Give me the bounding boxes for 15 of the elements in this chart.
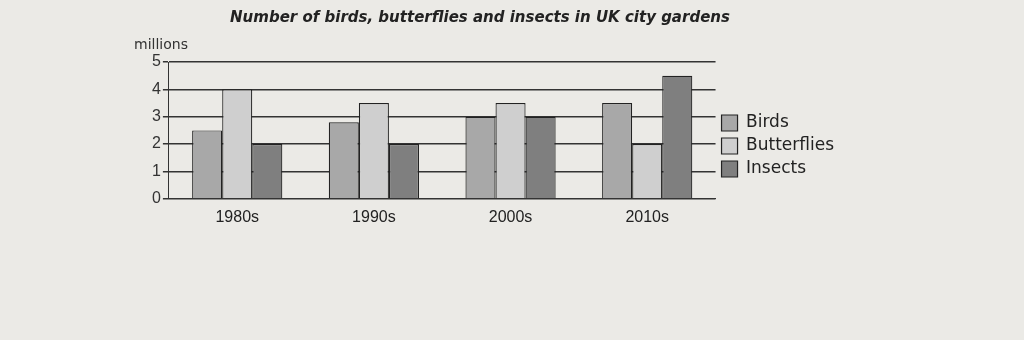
legend-label: Birds	[746, 111, 789, 132]
x-tick-label: 1980s	[215, 207, 260, 225]
x-tick-label: 2000s	[488, 207, 533, 225]
y-tick-label: 2	[151, 134, 161, 152]
y-tick-label: 5	[151, 52, 161, 70]
y-axis-title: millions	[134, 36, 188, 52]
y-tick-label: 0	[151, 189, 161, 207]
y-tick-label: 3	[151, 107, 161, 125]
y-tick-label: 4	[151, 79, 161, 97]
chart-title: Number of birds, butterflies and insects in UK city gardens	[229, 8, 731, 26]
legend-label: Butterflies	[746, 134, 835, 155]
x-tick-label: 1990s	[352, 207, 396, 225]
legend-label: Insects	[746, 157, 807, 178]
x-tick-label: 2010s	[625, 207, 669, 225]
y-tick-label: 1	[151, 161, 161, 179]
